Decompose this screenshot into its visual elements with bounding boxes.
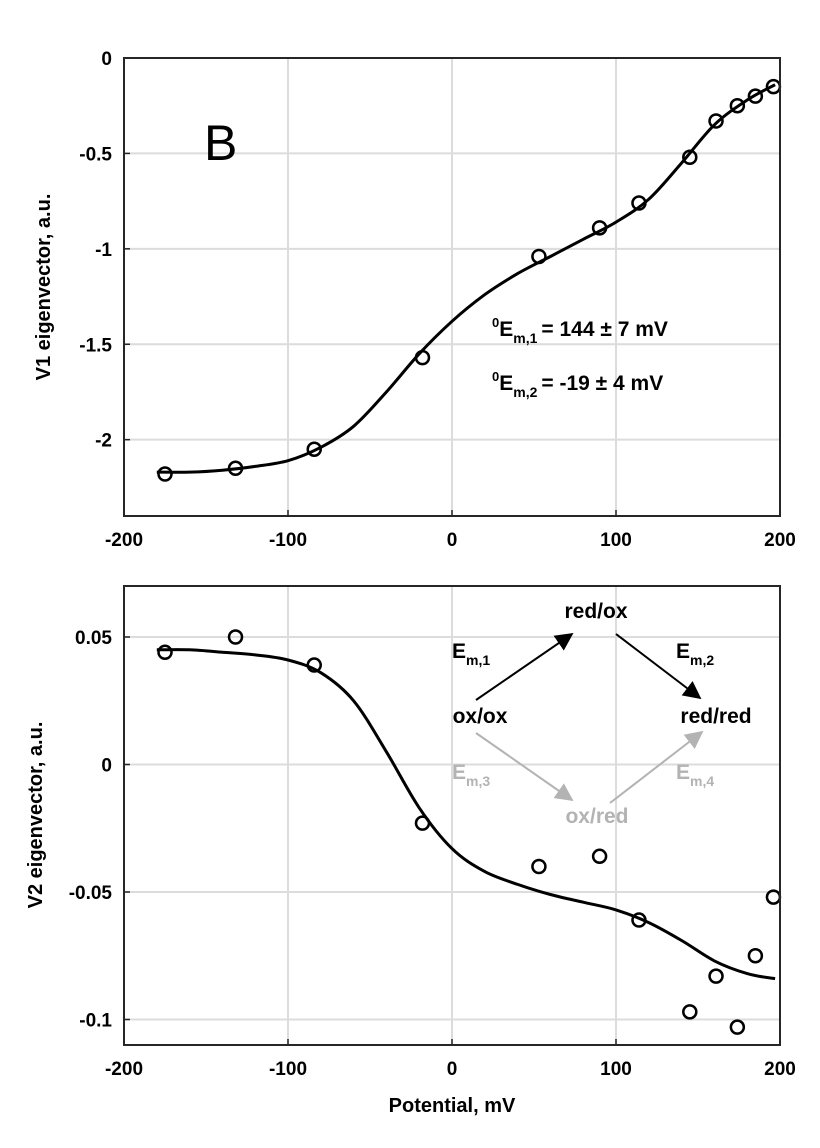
arrow-em4 xyxy=(609,730,704,804)
top-data-points xyxy=(157,78,782,482)
x-tick-label: -100 xyxy=(269,530,307,551)
panel-label: B xyxy=(204,115,237,171)
x-tick-label: 200 xyxy=(764,1059,796,1080)
top-panel: 0 -0.5 -1 -1.5 -2 -200 -100 0 100 200 B V1 eigen… xyxy=(33,49,796,551)
bottom-y-ticks: 0.05 0 -0.05 -0.1 xyxy=(69,628,130,1032)
fit-line xyxy=(156,648,776,981)
data-point xyxy=(591,848,608,865)
node-red-red: red/red xyxy=(680,705,751,728)
y-tick-label: -0.1 xyxy=(79,1011,112,1032)
x-tick-label: 100 xyxy=(600,1059,632,1080)
data-point xyxy=(157,644,173,661)
x-tick-label: -200 xyxy=(105,1059,143,1080)
label-em4: Em,4 xyxy=(676,761,714,789)
data-point xyxy=(531,248,547,265)
arrow-em1 xyxy=(475,632,574,701)
top-grid xyxy=(124,58,780,516)
data-point xyxy=(682,1004,698,1020)
data-point xyxy=(708,113,724,129)
y-tick-label: 0 xyxy=(101,49,112,70)
data-point xyxy=(227,460,244,477)
em2-annotation: 0Em,2 = -19 ± 4 mV xyxy=(492,369,663,400)
label-em1: Em,1 xyxy=(452,640,490,668)
top-fit-curve xyxy=(156,83,776,474)
x-tick-label: 0 xyxy=(447,530,458,551)
reaction-scheme: red/ox ox/ox red/red ox/red Em,1 Em,2 Em… xyxy=(452,600,752,828)
xlabel-bottom: Potential, mV xyxy=(389,1095,516,1117)
x-tick-label: -100 xyxy=(269,1059,307,1080)
bottom-x-ticks: -200 -100 0 100 200 xyxy=(105,1039,796,1080)
bottom-panel: 0.05 0 -0.05 -0.1 -200 -100 0 100 200 V2 eigenv… xyxy=(25,585,796,1117)
data-point xyxy=(414,349,431,366)
y-tick-label: -1.5 xyxy=(79,335,112,356)
data-point xyxy=(306,441,322,457)
y-tick-label: -1 xyxy=(95,240,112,261)
ylabel-top: V1 eigenvector, a.u. xyxy=(33,194,55,381)
bottom-plot-frame xyxy=(123,585,781,1046)
data-point xyxy=(531,858,547,875)
arrow-em3 xyxy=(475,732,574,802)
data-point xyxy=(729,97,746,114)
y-tick-label: -0.5 xyxy=(79,144,112,165)
ylabel-bottom: V2 eigenvector, a.u. xyxy=(25,722,47,909)
x-tick-label: 100 xyxy=(600,530,632,551)
data-point xyxy=(591,220,608,236)
data-point xyxy=(157,466,173,482)
y-tick-label: 0.05 xyxy=(75,628,112,649)
top-plot-frame xyxy=(123,57,781,517)
data-point xyxy=(747,948,764,964)
data-point xyxy=(747,88,764,104)
label-em3: Em,3 xyxy=(452,761,490,789)
node-red-ox: red/ox xyxy=(564,600,627,623)
data-point xyxy=(631,912,647,928)
bottom-grid xyxy=(124,586,780,1045)
data-point xyxy=(682,149,698,165)
data-point xyxy=(631,195,647,211)
y-tick-label: 0 xyxy=(101,756,112,777)
top-x-ticks: -200 -100 0 100 200 xyxy=(105,510,796,551)
y-tick-label: -2 xyxy=(95,431,112,452)
label-em2: Em,2 xyxy=(676,640,714,668)
y-tick-label: -0.05 xyxy=(69,883,113,904)
bottom-fit-curve xyxy=(156,648,776,981)
fit-line xyxy=(156,83,776,474)
data-point xyxy=(414,815,431,831)
data-point xyxy=(729,1019,746,1035)
data-point xyxy=(306,657,322,673)
data-point xyxy=(708,968,724,984)
x-tick-label: 0 xyxy=(447,1059,458,1080)
node-ox-red: ox/red xyxy=(565,805,628,828)
em1-annotation: 0Em,1 = 144 ± 7 mV xyxy=(492,315,668,346)
top-y-ticks: 0 -0.5 -1 -1.5 -2 xyxy=(79,49,130,452)
x-tick-label: -200 xyxy=(105,530,143,551)
x-tick-label: 200 xyxy=(764,530,796,551)
arrow-em2 xyxy=(615,633,702,700)
data-point xyxy=(227,629,244,645)
node-ox-ox: ox/ox xyxy=(453,705,508,728)
